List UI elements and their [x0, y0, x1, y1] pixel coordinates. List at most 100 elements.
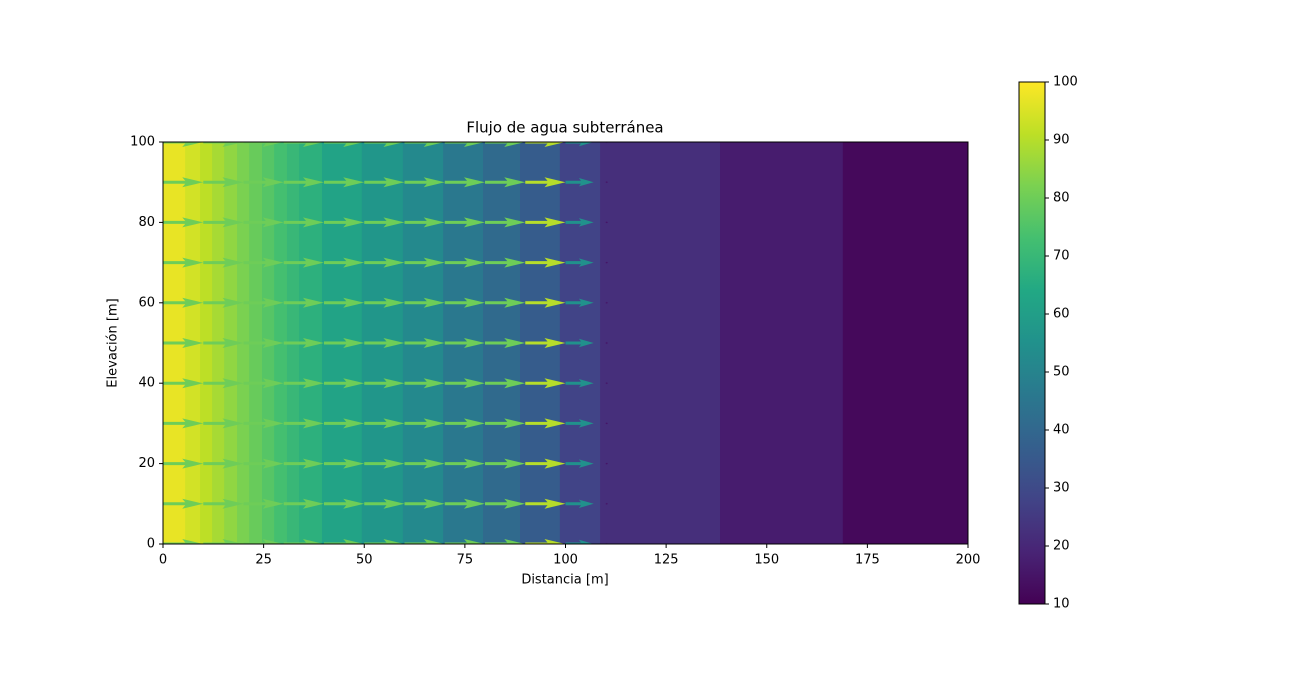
quiver-arrow: [444, 418, 485, 429]
y-tick-label: 20: [138, 456, 155, 471]
colorbar-tick-label: 40: [1053, 423, 1070, 438]
colorbar-tick-label: 100: [1053, 75, 1078, 90]
quiver-arrow: [163, 498, 204, 509]
quiver-arrow: [163, 539, 204, 544]
quiver-arrow: [444, 338, 485, 348]
quiver-arrow: [203, 297, 244, 308]
colorbar-tick-label: 70: [1053, 249, 1070, 264]
quiver-arrow: [565, 338, 594, 348]
quiver-arrow: [283, 177, 324, 188]
quiver-arrow: [364, 257, 405, 268]
quiver-arrow: [565, 298, 594, 308]
quiver-arrow: [163, 217, 204, 228]
quiver-arrow: [283, 539, 324, 544]
quiver-arrow: [404, 177, 445, 188]
quiver-arrow: [444, 217, 485, 228]
quiver-arrow: [605, 301, 608, 304]
quiver-arrow: [283, 297, 324, 308]
quiver-arrow: [163, 418, 204, 429]
quiver-arrow: [565, 499, 594, 509]
quiver-arrow: [404, 458, 445, 469]
quiver-arrow: [485, 539, 526, 544]
quiver-arrow: [203, 142, 244, 147]
quiver-arrow: [243, 378, 284, 389]
quiver-arrow: [565, 258, 594, 267]
quiver-arrow: [525, 177, 566, 188]
quiver-arrow: [243, 539, 284, 544]
quiver-arrow: [163, 458, 204, 469]
y-tick-label: 40: [138, 376, 155, 391]
quiver-arrow: [324, 418, 365, 429]
colorbar-tick-label: 80: [1053, 191, 1070, 206]
quiver-arrow: [605, 502, 608, 505]
quiver-arrow: [203, 217, 244, 228]
quiver-arrow: [444, 539, 485, 544]
quiver-arrow: [525, 498, 566, 509]
quiver-arrow: [525, 297, 566, 308]
quiver-arrow: [364, 142, 405, 147]
y-tick-label: 0: [147, 537, 155, 552]
quiver-arrow: [283, 458, 324, 469]
x-tick-label: 75: [457, 553, 474, 568]
quiver-arrow: [324, 217, 365, 228]
colorbar-tick-label: 20: [1053, 539, 1070, 554]
quiver-arrow: [525, 338, 566, 348]
quiver-arrow: [324, 498, 365, 509]
quiver-arrow: [203, 257, 244, 268]
colorbar: [1018, 81, 1046, 605]
quiver-arrow: [485, 177, 526, 188]
quiver-arrow: [163, 257, 204, 268]
quiver-arrow: [404, 257, 445, 268]
quiver-arrow: [324, 257, 365, 268]
quiver-arrow: [404, 378, 445, 389]
quiver-arrow: [444, 257, 485, 268]
quiver-arrow: [525, 418, 566, 429]
quiver-arrow: [565, 378, 594, 388]
quiver: [163, 142, 608, 544]
quiver-arrow: [243, 498, 284, 509]
quiver-arrow: [605, 261, 608, 264]
quiver-arrow: [163, 142, 204, 147]
quiver-arrow: [404, 539, 445, 544]
quiver-arrow: [525, 217, 566, 228]
quiver-arrow: [605, 221, 608, 224]
quiver-arrow: [203, 378, 244, 389]
x-tick-label: 100: [553, 553, 578, 568]
colorbar-tick-label: 90: [1053, 133, 1070, 148]
quiver-arrow: [525, 458, 566, 469]
quiver-arrow: [605, 341, 608, 345]
quiver-arrow: [364, 539, 405, 544]
x-axis-label: Distancia [m]: [521, 573, 608, 588]
quiver-arrow: [565, 142, 594, 147]
quiver-arrow: [485, 142, 526, 147]
quiver-arrow: [203, 498, 244, 509]
quiver-arrow: [163, 338, 204, 348]
quiver-arrow: [525, 257, 566, 268]
quiver-arrow: [565, 539, 594, 544]
x-tick-label: 50: [356, 553, 373, 568]
contour-band: [720, 142, 844, 544]
quiver-arrow: [364, 297, 405, 308]
quiver-arrow: [404, 217, 445, 228]
quiver-arrow: [283, 498, 324, 509]
quiver-arrow: [404, 297, 445, 308]
quiver-arrow: [203, 418, 244, 429]
quiver-arrow: [283, 257, 324, 268]
quiver-arrow: [203, 177, 244, 188]
quiver-arrow: [605, 181, 608, 184]
quiver-arrow: [324, 338, 365, 348]
y-axis-label: Elevación [m]: [106, 298, 121, 387]
quiver-arrow: [485, 378, 526, 389]
quiver-arrow: [565, 218, 594, 227]
quiver-arrow: [283, 142, 324, 147]
contour-band: [842, 142, 968, 544]
quiver-arrow: [364, 217, 405, 228]
quiver-arrow: [404, 498, 445, 509]
quiver-arrow: [283, 378, 324, 389]
quiver-arrow: [243, 338, 284, 348]
quiver-arrow: [605, 382, 608, 385]
quiver-arrow: [283, 338, 324, 348]
x-tick-label: 200: [956, 553, 981, 568]
quiver-arrow: [485, 338, 526, 348]
quiver-arrow: [565, 419, 594, 428]
